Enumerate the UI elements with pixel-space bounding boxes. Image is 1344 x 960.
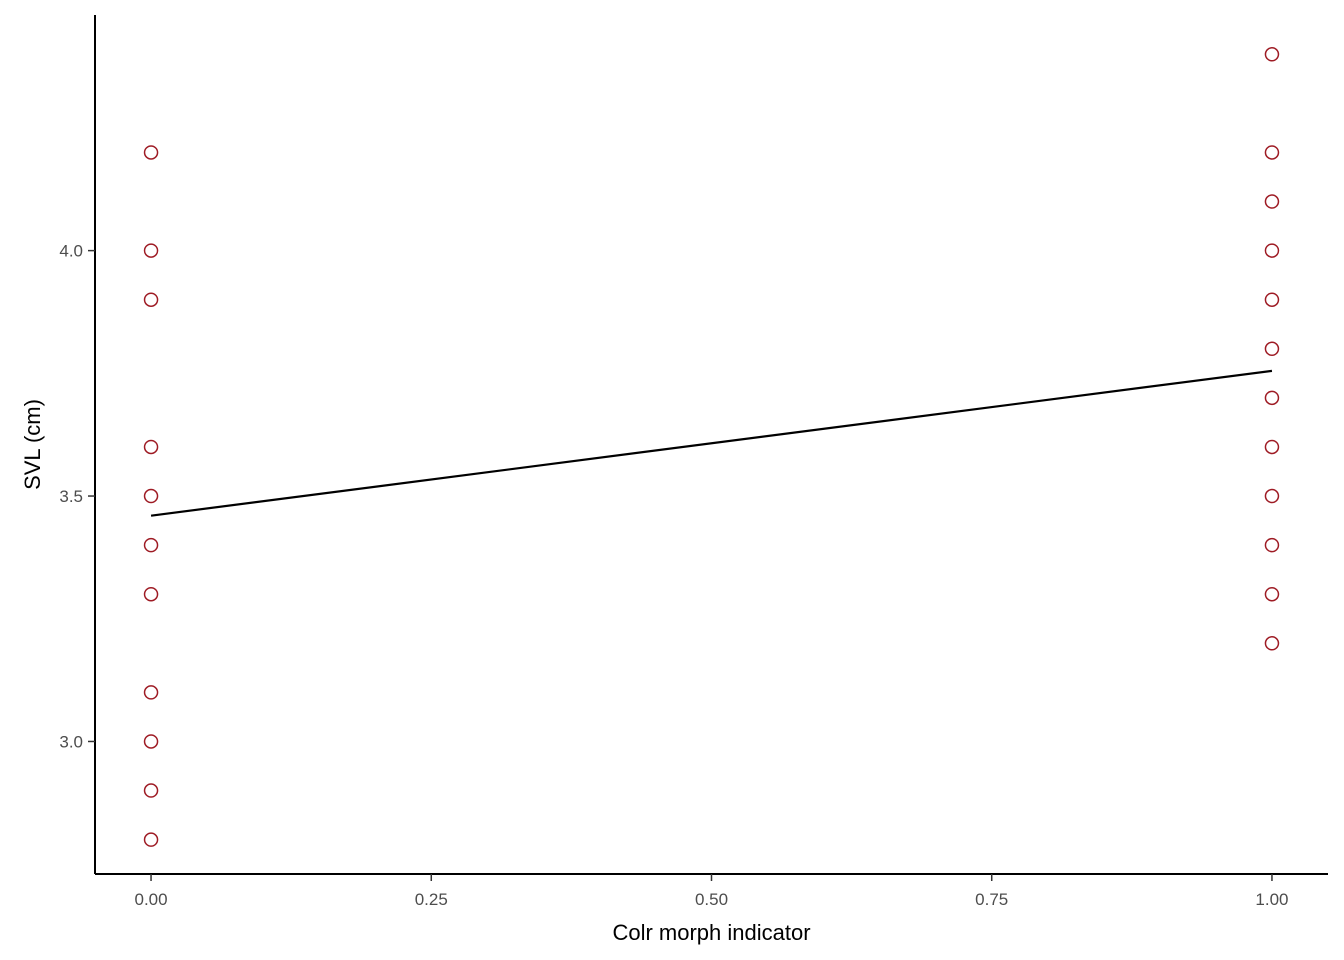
data-point	[1264, 292, 1280, 307]
x-axis-title: Colr morph indicator	[612, 920, 810, 945]
data-point	[143, 685, 159, 700]
data-point	[143, 145, 159, 160]
data-point	[1264, 243, 1280, 258]
data-point	[1264, 341, 1280, 357]
x-axis-ticks: 0.00 0.25 0.50 0.75 1.00	[134, 874, 1289, 909]
data-point	[143, 488, 159, 504]
regression-line	[150, 369, 1273, 517]
data-point	[143, 586, 159, 602]
y-tick-label: 4.0	[59, 242, 83, 261]
data-point	[143, 243, 159, 258]
data-point	[143, 832, 159, 847]
x-tick-label: 0.25	[415, 890, 448, 909]
data-point	[143, 734, 159, 749]
data-point	[143, 783, 159, 798]
data-point	[1264, 194, 1280, 209]
fit-line-layer	[150, 369, 1273, 517]
data-point	[1264, 47, 1280, 62]
data-point	[1264, 439, 1280, 455]
data-point	[1264, 586, 1280, 602]
data-point	[143, 292, 159, 307]
x-tick-label: 0.00	[134, 890, 167, 909]
data-point	[1264, 390, 1280, 406]
data-point	[143, 439, 159, 455]
y-tick-label: 3.5	[59, 487, 83, 506]
data-point	[143, 537, 159, 553]
x-tick-label: 0.50	[695, 890, 728, 909]
y-axis-title: SVL (cm)	[20, 399, 45, 490]
x-tick-label: 1.00	[1255, 890, 1288, 909]
x-tick-label: 0.75	[975, 890, 1008, 909]
data-point	[1264, 537, 1280, 553]
data-point	[1264, 145, 1280, 160]
axes	[94, 15, 1328, 875]
data-point	[1264, 488, 1280, 504]
y-axis-ticks: 3.0 3.5 4.0	[59, 242, 95, 751]
y-tick-label: 3.0	[59, 732, 83, 751]
points-layer	[143, 47, 1280, 847]
data-point	[1264, 636, 1280, 651]
